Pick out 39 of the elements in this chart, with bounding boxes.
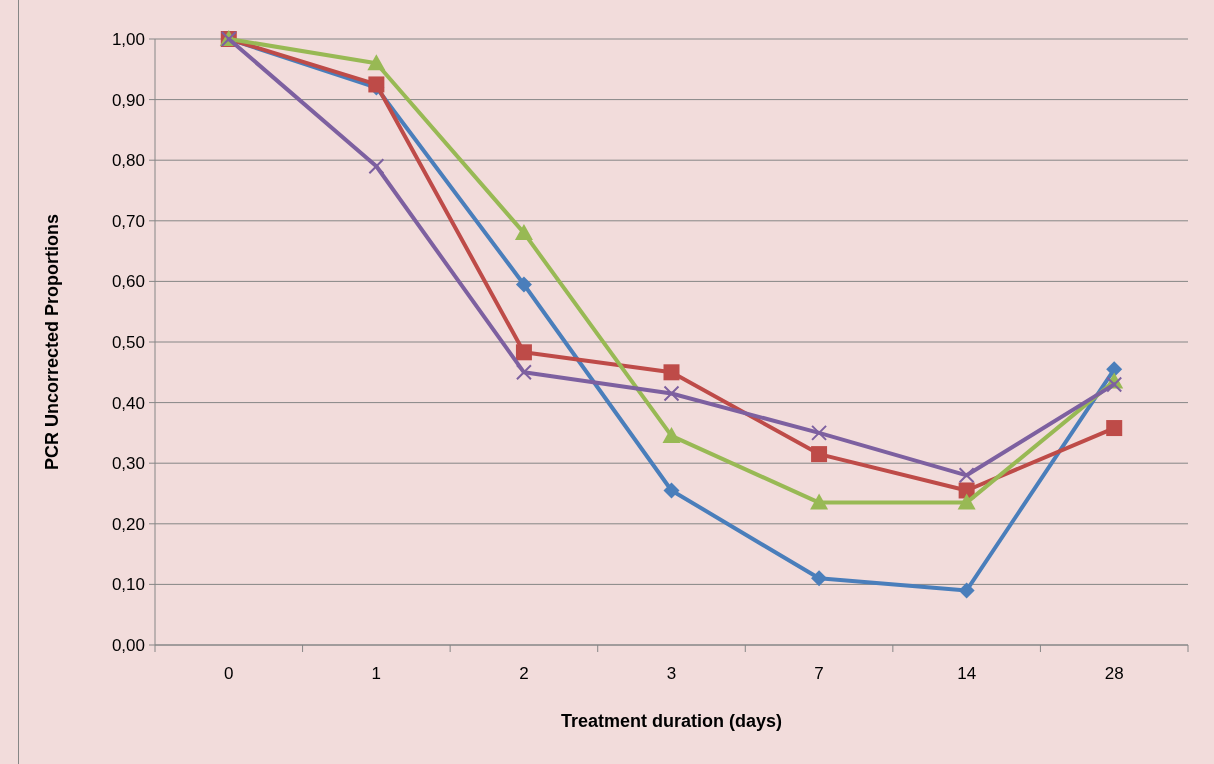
point	[663, 482, 680, 499]
y-tick-label: 0,70	[111, 211, 145, 231]
point	[811, 446, 828, 463]
x-tick-label: 7	[814, 664, 824, 683]
x-tick-label: 28	[1104, 664, 1124, 683]
point	[1106, 420, 1123, 437]
x-tick-label: 0	[224, 664, 234, 683]
point	[811, 424, 828, 441]
y-axis-title: PCR Uncorrected Proportions	[42, 213, 62, 471]
y-tick-label: 0,00	[111, 635, 145, 655]
point	[958, 582, 975, 599]
x-axis-title: Treatment duration (days)	[560, 711, 783, 731]
x-tick-label: 1	[371, 664, 382, 683]
point	[515, 276, 532, 293]
point	[1106, 361, 1123, 378]
y-tick-label: 0,20	[111, 514, 145, 534]
point	[367, 54, 386, 71]
point	[515, 364, 532, 381]
y-tick-label: 0,40	[111, 393, 145, 413]
point	[663, 385, 680, 402]
x-tick-label: 14	[957, 664, 977, 683]
point	[514, 223, 533, 240]
point	[662, 426, 681, 443]
x-tick-label: 3	[666, 664, 677, 683]
point	[1106, 376, 1123, 393]
y-tick-label: 0,30	[111, 454, 145, 474]
x-tick-label: 2	[519, 664, 529, 683]
point	[811, 570, 828, 587]
y-tick-label: 0,90	[111, 90, 145, 110]
y-tick-label: 1,00	[111, 29, 145, 49]
point	[958, 467, 975, 484]
y-tick-label: 0,50	[111, 332, 145, 352]
y-tick-label: 0,60	[111, 272, 145, 292]
point	[515, 344, 532, 361]
y-tick-label: 0,10	[111, 575, 145, 595]
point	[663, 364, 680, 381]
point	[810, 493, 829, 510]
point	[957, 493, 976, 510]
y-tick-label: 0,80	[111, 151, 145, 171]
